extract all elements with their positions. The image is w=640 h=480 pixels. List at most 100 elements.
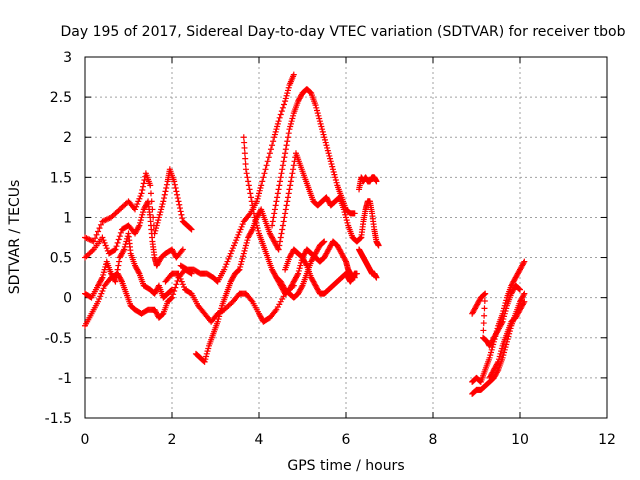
- data-point: [133, 203, 140, 210]
- data-point: [274, 194, 281, 201]
- data-point: [139, 187, 146, 194]
- data-point: [503, 297, 510, 304]
- data-point: [93, 231, 100, 238]
- data-point: [290, 71, 297, 78]
- series-trace-11: [273, 238, 358, 297]
- data-point: [205, 345, 212, 352]
- data-point: [494, 325, 501, 332]
- data-point: [486, 354, 493, 361]
- data-point: [233, 237, 240, 244]
- data-point: [135, 198, 142, 205]
- data-point: [286, 186, 293, 193]
- data-point: [176, 205, 183, 212]
- data-point: [327, 155, 334, 162]
- data-point: [298, 283, 305, 290]
- data-point: [282, 206, 289, 213]
- data-point: [241, 139, 248, 146]
- data-point: [112, 246, 119, 253]
- data-point: [132, 206, 139, 213]
- data-point: [282, 95, 289, 102]
- data-point: [258, 182, 265, 189]
- data-point: [237, 226, 244, 233]
- data-point: [280, 158, 287, 165]
- data-point: [157, 209, 164, 216]
- data-point: [284, 198, 291, 205]
- data-point: [285, 130, 292, 137]
- data-point: [343, 214, 349, 221]
- data-point: [253, 198, 260, 205]
- data-point: [241, 247, 248, 254]
- data-point: [242, 242, 249, 249]
- data-point: [315, 112, 322, 119]
- data-point: [240, 253, 247, 260]
- data-point: [98, 275, 105, 282]
- data-point: [180, 283, 187, 290]
- data-point: [295, 267, 302, 274]
- data-point: [239, 221, 246, 228]
- data-point: [501, 346, 508, 353]
- data-point: [161, 191, 168, 198]
- data-point: [321, 136, 328, 143]
- data-point: [275, 246, 282, 253]
- data-point: [100, 237, 107, 244]
- series-trace-7: [192, 206, 282, 365]
- data-point: [92, 235, 99, 242]
- data-point: [289, 170, 296, 177]
- data-point: [163, 185, 170, 192]
- data-point: [153, 222, 160, 229]
- data-point: [282, 210, 289, 217]
- data-point: [171, 181, 178, 188]
- data-point: [497, 350, 504, 357]
- data-point: [102, 242, 109, 249]
- data-point: [274, 123, 281, 130]
- data-point: [256, 187, 263, 194]
- data-point: [121, 243, 128, 250]
- data-point: [490, 338, 497, 345]
- y-tick-label: 0.5: [50, 251, 72, 267]
- data-point: [246, 186, 253, 193]
- data-point: [134, 201, 141, 208]
- data-point: [295, 270, 302, 277]
- data-point: [140, 183, 146, 190]
- data-point: [113, 243, 120, 250]
- data-point: [500, 308, 507, 315]
- y-tick-label: 0: [63, 291, 72, 307]
- data-point: [501, 305, 508, 312]
- data-point: [236, 229, 243, 236]
- data-point: [250, 210, 257, 217]
- data-point: [285, 134, 291, 141]
- data-point: [520, 291, 527, 298]
- data-point: [281, 154, 288, 161]
- x-tick-label: 0: [81, 432, 90, 448]
- data-point: [340, 206, 347, 213]
- data-point: [282, 98, 289, 105]
- data-point: [158, 203, 165, 210]
- data-point: [173, 188, 180, 195]
- data-point: [248, 227, 255, 234]
- data-point: [169, 294, 175, 301]
- data-point: [122, 241, 129, 248]
- data-point: [317, 120, 324, 127]
- data-point: [235, 231, 242, 238]
- data-point: [173, 281, 180, 288]
- data-point: [242, 166, 249, 173]
- data-point: [498, 348, 505, 355]
- grid: [85, 57, 607, 418]
- y-axis-label: SDTVAR / TECUs: [7, 180, 23, 295]
- data-point: [495, 358, 502, 365]
- data-point: [138, 190, 145, 197]
- data-point: [499, 310, 506, 317]
- data-point: [97, 293, 104, 300]
- data-point: [248, 194, 255, 201]
- data-point: [174, 191, 181, 198]
- data-point: [90, 238, 97, 245]
- data-point: [494, 360, 501, 367]
- data-point: [238, 223, 245, 230]
- series-trace-9: [269, 86, 358, 229]
- data-point: [176, 201, 183, 208]
- data-point: [261, 170, 268, 177]
- data-point: [171, 178, 178, 185]
- data-point: [502, 344, 509, 351]
- data-point: [178, 278, 185, 285]
- data-point: [277, 111, 284, 118]
